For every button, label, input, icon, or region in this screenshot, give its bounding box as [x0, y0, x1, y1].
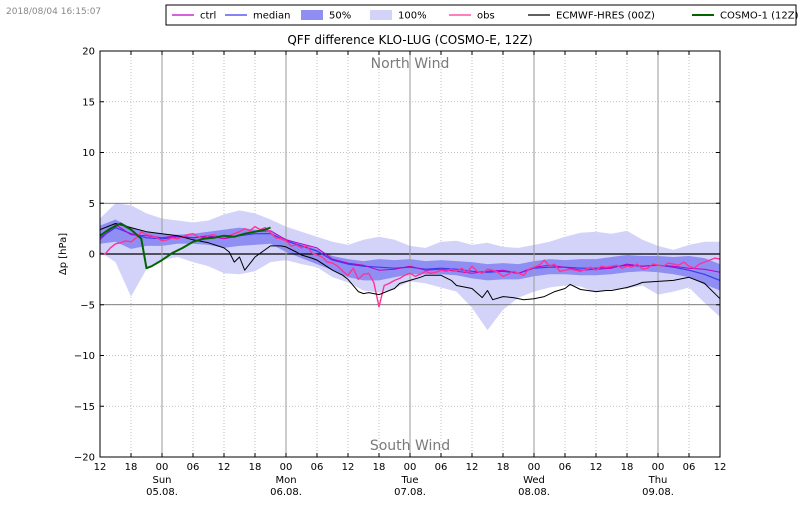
date-label: 09.08.	[642, 487, 674, 498]
series	[99, 222, 721, 308]
annotation-south-wind: South Wind	[370, 438, 450, 454]
x-tick-label: 18	[621, 462, 634, 473]
y-tick-label: 0	[89, 250, 95, 261]
legend: ctrl median 50% 100% obs ECMWF-HRES (00Z) COSM…	[165, 4, 799, 26]
timestamp: 2018/08/04 16:15:07	[6, 7, 102, 17]
x-tick-label: 06	[435, 462, 448, 473]
y-tick-label: 5	[89, 199, 95, 210]
x-tick-label: 06	[559, 462, 572, 473]
y-tick-label: −15	[74, 402, 95, 413]
x-tick-label: 18	[249, 462, 262, 473]
day-label: Tue	[400, 475, 418, 486]
y-tick-label: 15	[82, 97, 95, 108]
x-tick-label: 00	[404, 462, 417, 473]
series-line	[99, 224, 721, 274]
day-label: Mon	[275, 475, 296, 486]
date-label: 05.08.	[146, 487, 178, 498]
x-tick-label: 06	[683, 462, 696, 473]
x-tick-label: 12	[466, 462, 479, 473]
y-tick-label: −10	[74, 351, 95, 362]
x-tick-label: 12	[342, 462, 355, 473]
y-tick-label: −5	[80, 300, 95, 311]
axes: −20 −15 −10 −5 0 5 10 15 20 12 18 00 06 12 18 00 06 12 18 0…	[74, 47, 726, 499]
legend-label: ctrl	[200, 11, 216, 22]
chart-title: QFF difference KLO-LUG (COSMO-E, 12Z)	[287, 33, 532, 47]
y-tick-label: 20	[82, 47, 95, 58]
band-50pct	[100, 219, 720, 291]
legend-label: COSMO-1 (12Z)	[720, 11, 799, 22]
day-gridlines	[161, 51, 659, 457]
x-tick-label: 06	[187, 462, 200, 473]
x-tick-label: 12	[94, 462, 107, 473]
x-tick-label: 00	[156, 462, 169, 473]
legend-label: 50%	[329, 11, 351, 22]
y-tick-label: 10	[82, 148, 95, 159]
series-line	[99, 222, 271, 270]
x-tick-label: 18	[125, 462, 138, 473]
legend-label: median	[253, 11, 291, 22]
date-label: 08.08.	[518, 487, 550, 498]
x-tick-label: 12	[714, 462, 727, 473]
annotation-north-wind: North Wind	[371, 56, 450, 72]
x-tick-label: 00	[280, 462, 293, 473]
series-line	[99, 223, 721, 301]
date-label: 07.08.	[394, 487, 426, 498]
x-tick-label: 18	[497, 462, 510, 473]
y-axis-label: Δp [hPa]	[58, 233, 69, 275]
x-tick-label: 06	[311, 462, 324, 473]
legend-label: 100%	[398, 11, 427, 22]
legend-label: ECMWF-HRES (00Z)	[556, 11, 655, 22]
date-label: 06.08.	[270, 487, 302, 498]
x-tick-label: 00	[528, 462, 541, 473]
legend-swatch	[370, 10, 392, 20]
y-tick-label: −20	[74, 453, 95, 464]
x-tick-label: 00	[652, 462, 665, 473]
legend-label: obs	[477, 11, 495, 22]
legend-swatch	[301, 10, 323, 20]
day-label: Sun	[152, 475, 171, 486]
legend-box	[165, 4, 797, 26]
x-tick-label: 12	[590, 462, 603, 473]
day-label: Thu	[648, 475, 668, 486]
x-tick-label: 18	[373, 462, 386, 473]
x-tick-label: 12	[218, 462, 231, 473]
day-label: Wed	[523, 475, 545, 486]
